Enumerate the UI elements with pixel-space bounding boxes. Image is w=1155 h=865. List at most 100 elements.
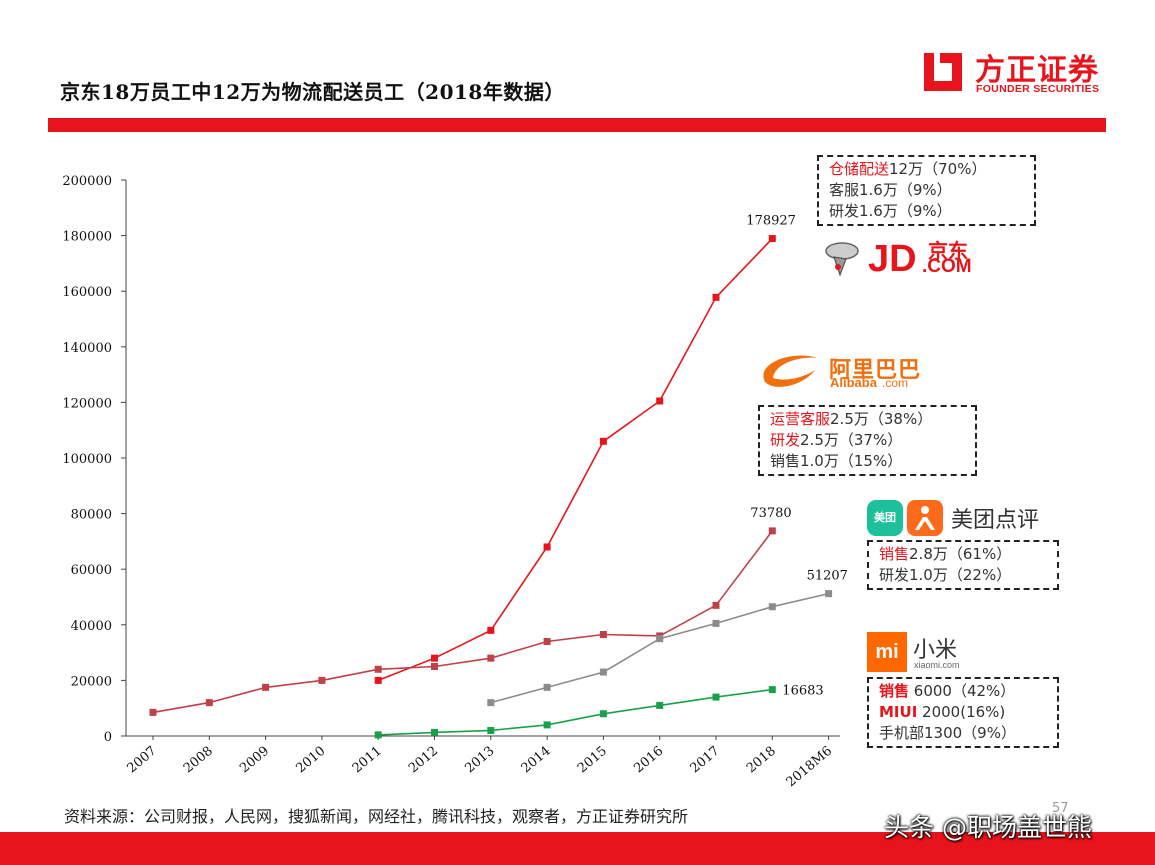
y-tick-label: 160000: [62, 285, 112, 300]
alibaba-en-text: Alibaba: [830, 375, 877, 390]
logo-name: 方正证券: [975, 53, 1099, 88]
alibaba-line-2: 研发2.5万（37%）: [770, 431, 903, 449]
y-tick-label: 80000: [71, 508, 112, 523]
point-meituan-2014: [543, 683, 551, 691]
dianping-icon: [907, 500, 943, 536]
point-xiaomi-2012: [431, 728, 438, 736]
alibaba-brand: 阿里巴巴 Alibaba .com: [755, 352, 935, 397]
point-jd-2013: [487, 626, 495, 634]
point-meituan-2015: [599, 668, 607, 676]
point-alibaba-2017: [712, 601, 720, 609]
point-alibaba-2008: [205, 699, 213, 707]
data-label-alibaba: 73780: [750, 506, 791, 521]
x-tick-label: 2016: [631, 744, 666, 777]
y-tick-label: 60000: [71, 563, 112, 578]
meituan-line-2: 研发1.0万（22%）: [879, 566, 1012, 584]
alibaba-line-1: 运营客服2.5万（38%）: [770, 410, 933, 428]
point-jd-2015: [599, 437, 607, 445]
point-meituan-2018: [768, 603, 776, 611]
point-jd-2012: [431, 654, 438, 662]
founder-securities-logo: 方正证券 FOUNDER SECURITIES: [920, 45, 1120, 100]
point-jd-2018: [768, 235, 776, 243]
x-tick-label: 2011: [350, 744, 385, 777]
y-tick-label: 120000: [62, 396, 112, 411]
y-tick-label: 0: [104, 730, 112, 745]
alibaba-dom-text: .com: [882, 376, 909, 390]
jd-cn-text: 京东: [928, 239, 968, 263]
point-alibaba-2011: [374, 665, 382, 673]
point-jd-2014: [543, 543, 551, 551]
point-meituan-2013: [487, 699, 495, 707]
x-tick-label: 2012: [406, 744, 441, 777]
point-alibaba-2013: [487, 654, 495, 662]
point-meituan-2017: [712, 619, 720, 627]
point-alibaba-2015: [599, 631, 607, 639]
point-jd-2016: [656, 397, 664, 405]
xiaomi-en-text: xiaomi.com: [914, 660, 960, 670]
point-meituan-2016: [656, 635, 664, 643]
y-tick-label: 200000: [62, 174, 112, 189]
x-tick-label: 2013: [462, 744, 497, 777]
y-tick-label: 180000: [62, 230, 112, 245]
jd-com-text: .COM: [922, 256, 972, 277]
point-xiaomi-2016: [656, 701, 664, 709]
x-tick-label: 2014: [519, 744, 554, 777]
xiaomi-line-1: 销售 6000（42%）: [879, 682, 1016, 700]
x-tick-label: 2007: [125, 744, 160, 777]
x-tick-label: 2018M6: [784, 744, 836, 791]
y-tick-label: 140000: [62, 341, 112, 356]
xiaomi-line-3: 手机部1300（9%）: [879, 724, 1016, 742]
xiaomi-breakdown-box: 销售 6000（42%） MIUI 2000(16%) 手机部1300（9%）: [867, 677, 1059, 748]
series-line-xiaomi: [378, 688, 773, 736]
series-line-jd: [377, 238, 773, 682]
point-xiaomi-2011: [374, 731, 382, 739]
meituan-cn-text: 美团点评: [951, 508, 1040, 533]
x-tick-label: 2010: [293, 744, 328, 777]
xiaomi-cn-text: 小米: [913, 638, 958, 663]
data-label-jd: 178927: [746, 214, 796, 229]
jd-brand: JD 京东 .COM: [822, 235, 982, 280]
page-number: 57: [1052, 801, 1069, 816]
x-tick-label: 2008: [181, 744, 216, 777]
point-meituan-2018M6: [825, 590, 833, 598]
point-jd-2017: [712, 293, 720, 301]
x-tick-label: 2015: [575, 744, 610, 777]
jd-text: JD: [868, 238, 917, 280]
source-note: 资料来源：公司财报，人民网，搜狐新闻，网经社，腾讯科技，观察者，方正证券研究所: [64, 807, 689, 826]
meituan-line-1: 销售2.8万（61%）: [879, 545, 1012, 563]
point-alibaba-2009: [262, 683, 270, 691]
point-jd-2011: [374, 676, 382, 684]
xiaomi-brand: mi 小米 xiaomi.com: [867, 632, 977, 674]
jd-line-2: 客服1.6万（9%）: [829, 181, 952, 199]
alibaba-smile-icon: [763, 355, 817, 387]
point-xiaomi-2015: [599, 710, 607, 718]
jd-breakdown-box: 仓储配送12万（70%） 客服1.6万（9%） 研发1.6万（9%）: [817, 155, 1036, 226]
series-line-alibaba: [152, 530, 773, 714]
data-label-meituan: 51207: [807, 569, 848, 584]
title-divider-bar: [48, 118, 1106, 132]
meituan-breakdown-box: 销售2.8万（61%） 研发1.0万（22%）: [867, 540, 1059, 590]
y-tick-label: 40000: [71, 619, 112, 634]
meituan-brand: 美团 美团点评: [867, 498, 1067, 538]
point-alibaba-2014: [543, 637, 551, 645]
alibaba-cn-text: 阿里巴巴: [829, 358, 922, 383]
footer-bar: [0, 832, 1155, 865]
point-alibaba-2012: [431, 663, 438, 670]
point-xiaomi-2017: [712, 693, 720, 701]
founder-logo-icon: [924, 53, 962, 91]
alibaba-line-3: 销售1.0万（15%）: [770, 452, 903, 470]
y-tick-label: 20000: [71, 674, 112, 689]
point-xiaomi-2018: [768, 686, 776, 694]
y-tick-label: 100000: [62, 452, 112, 467]
page-title: 京东18万员工中12万为物流配送员工（2018年数据）: [60, 80, 565, 104]
meituan-icon: 美团: [867, 500, 903, 536]
x-tick-label: 2017: [688, 744, 723, 777]
xiaomi-line-2: MIUI 2000(16%): [879, 703, 1006, 721]
xiaomi-mi-icon: mi: [867, 632, 907, 672]
point-alibaba-2007: [149, 708, 157, 716]
jd-mascot-icon: [825, 242, 859, 277]
point-xiaomi-2013: [487, 726, 495, 734]
jd-line-1: 仓储配送12万（70%）: [829, 160, 987, 178]
jd-line-3: 研发1.6万（9%）: [829, 202, 952, 220]
